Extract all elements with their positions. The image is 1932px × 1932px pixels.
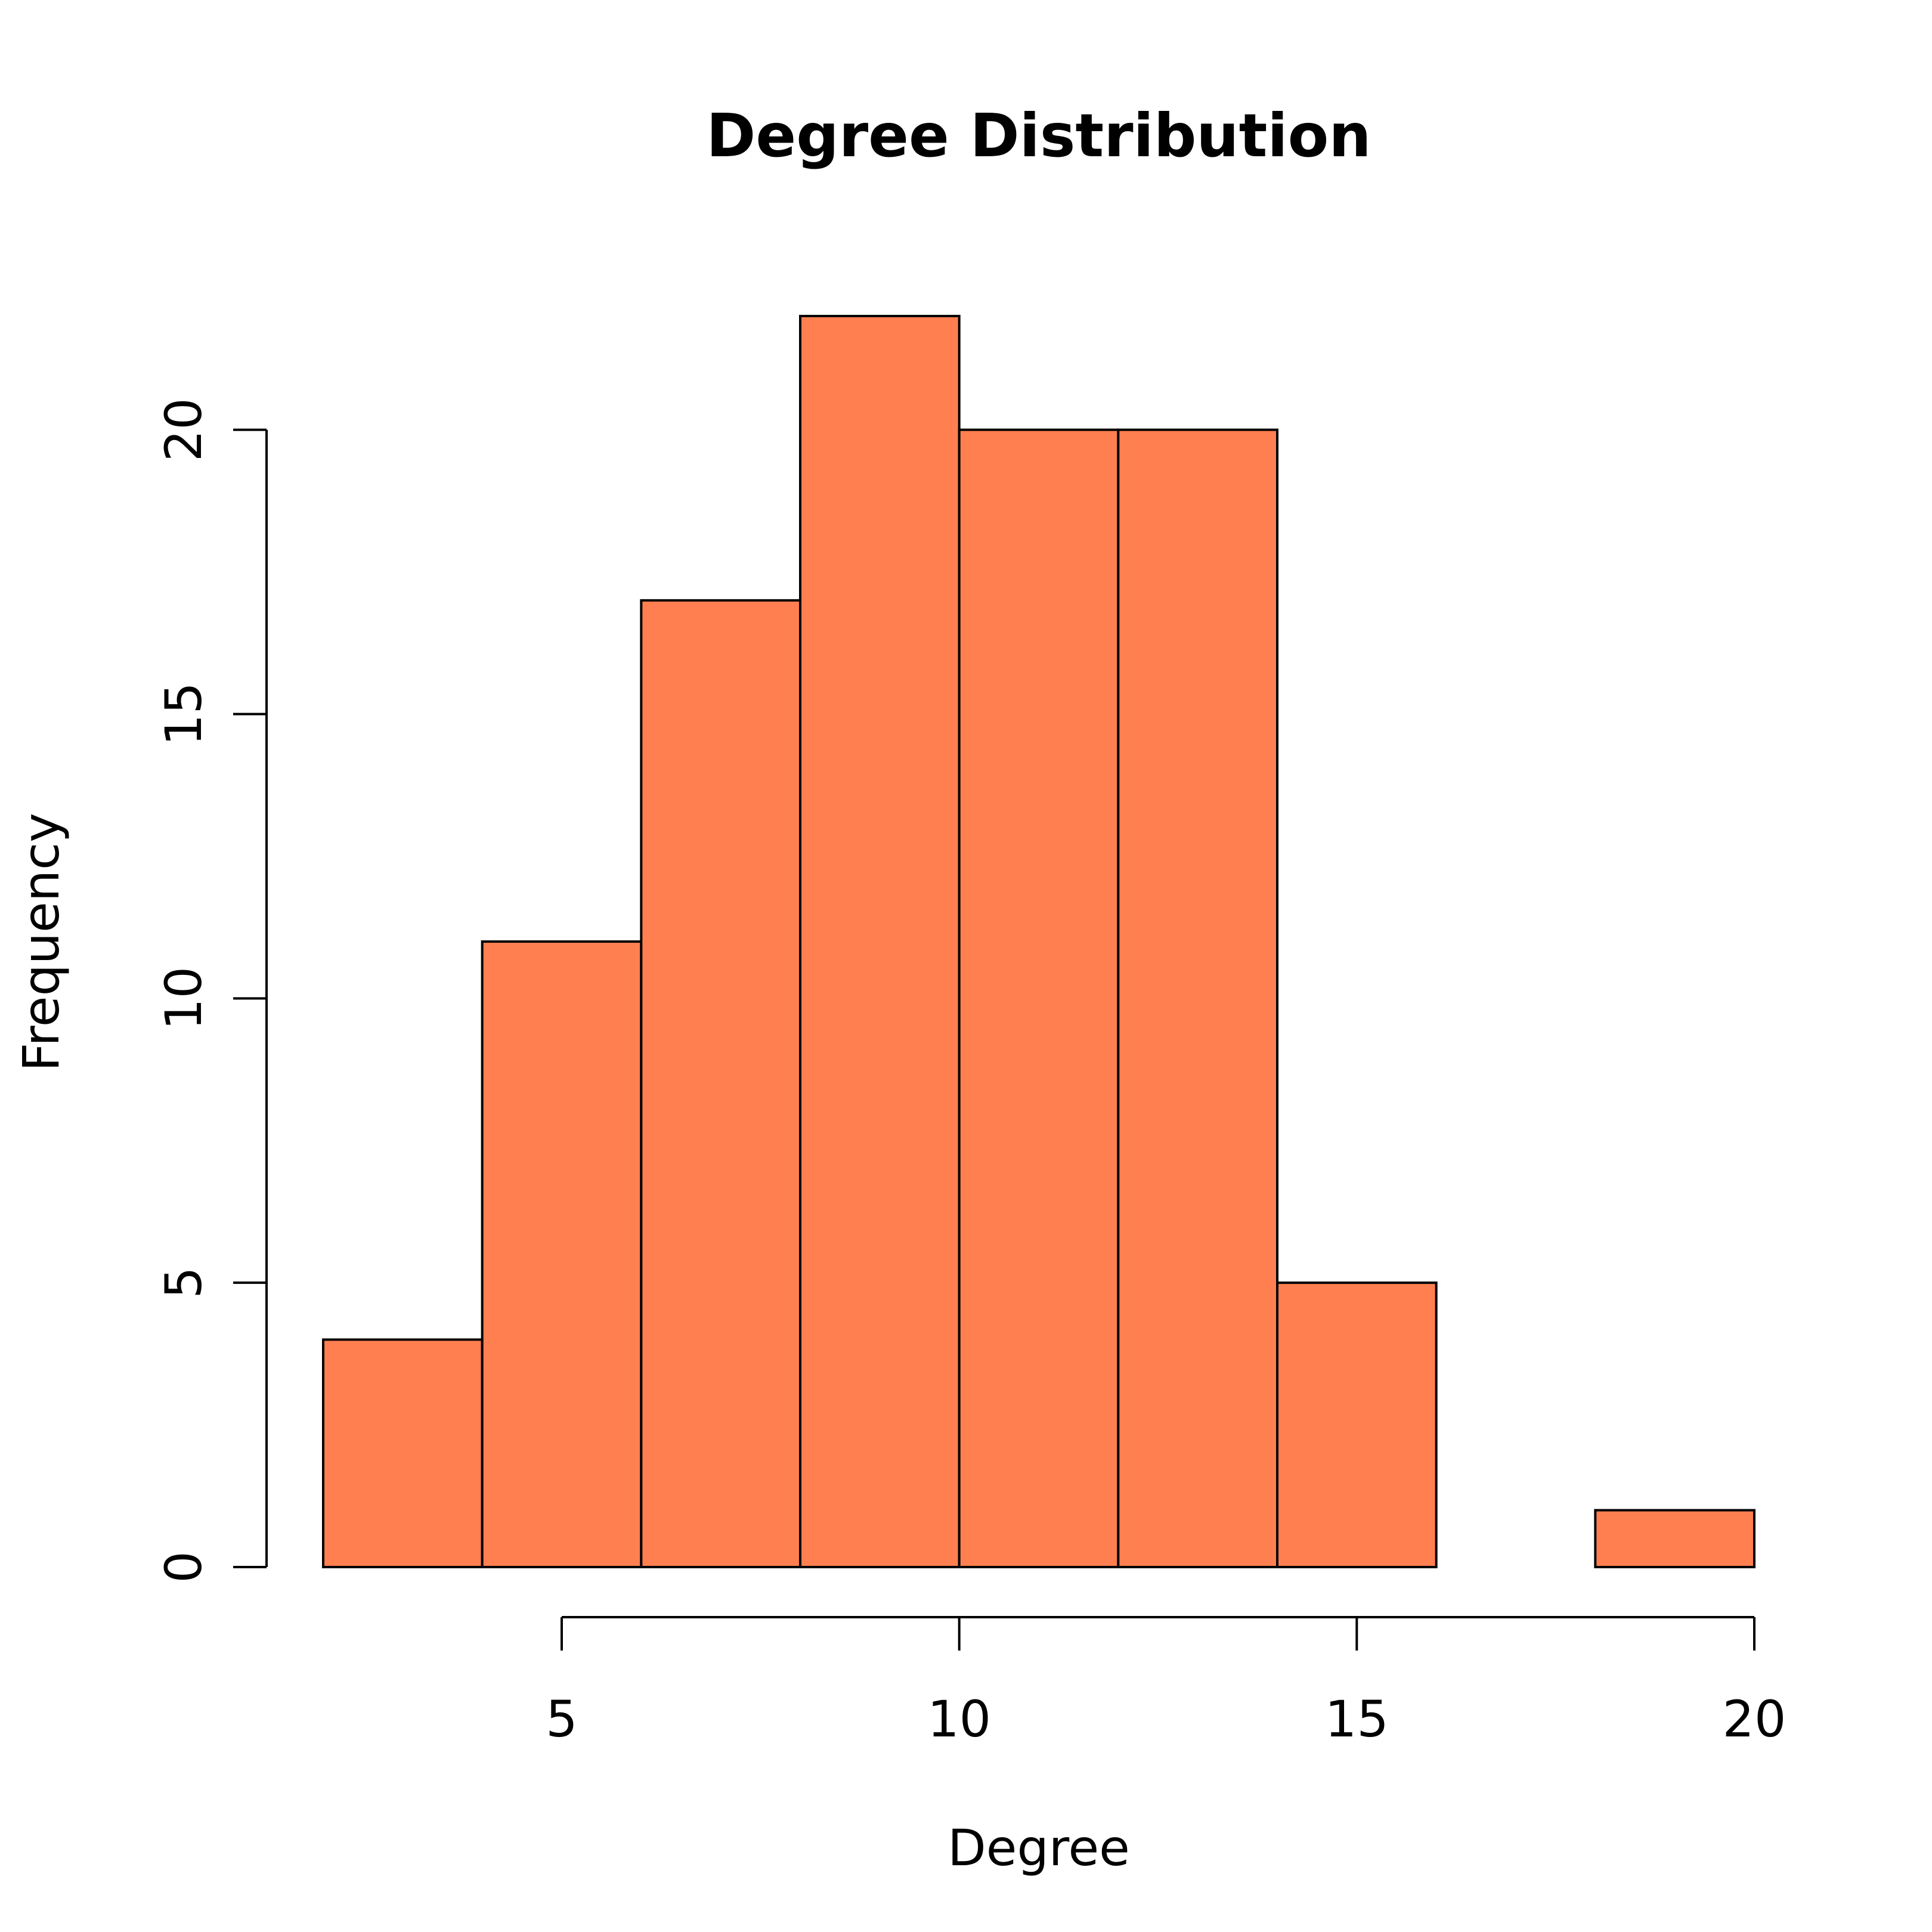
x-axis-label: Degree bbox=[948, 1819, 1130, 1877]
histogram-bar bbox=[958, 428, 1120, 1568]
histogram-bar bbox=[1117, 428, 1279, 1568]
y-ticks-group: 0 5 10 15 20 bbox=[154, 398, 267, 1583]
y-tick-label: 15 bbox=[154, 682, 213, 746]
y-tick-label: 20 bbox=[154, 398, 213, 462]
bars-group bbox=[322, 315, 1755, 1569]
x-tick-label: 20 bbox=[1723, 1690, 1787, 1748]
histogram-bar bbox=[799, 315, 961, 1568]
histogram-bar bbox=[481, 940, 643, 1568]
histogram-bar bbox=[1276, 1281, 1438, 1569]
histogram-bar bbox=[1594, 1509, 1755, 1569]
x-ticks-group: 5 10 15 20 bbox=[546, 1617, 1786, 1748]
y-axis-label: Frequency bbox=[12, 813, 70, 1072]
y-tick-label: 10 bbox=[154, 967, 213, 1030]
histogram-bar bbox=[322, 1338, 484, 1568]
x-tick-label: 5 bbox=[546, 1690, 577, 1748]
x-tick-label: 10 bbox=[927, 1690, 991, 1748]
chart-title: Degree Distribution bbox=[706, 101, 1371, 171]
x-tick-label: 15 bbox=[1325, 1690, 1389, 1748]
y-tick-label: 0 bbox=[154, 1551, 213, 1583]
y-tick-label: 5 bbox=[154, 1267, 213, 1298]
histogram-bar bbox=[640, 599, 802, 1568]
